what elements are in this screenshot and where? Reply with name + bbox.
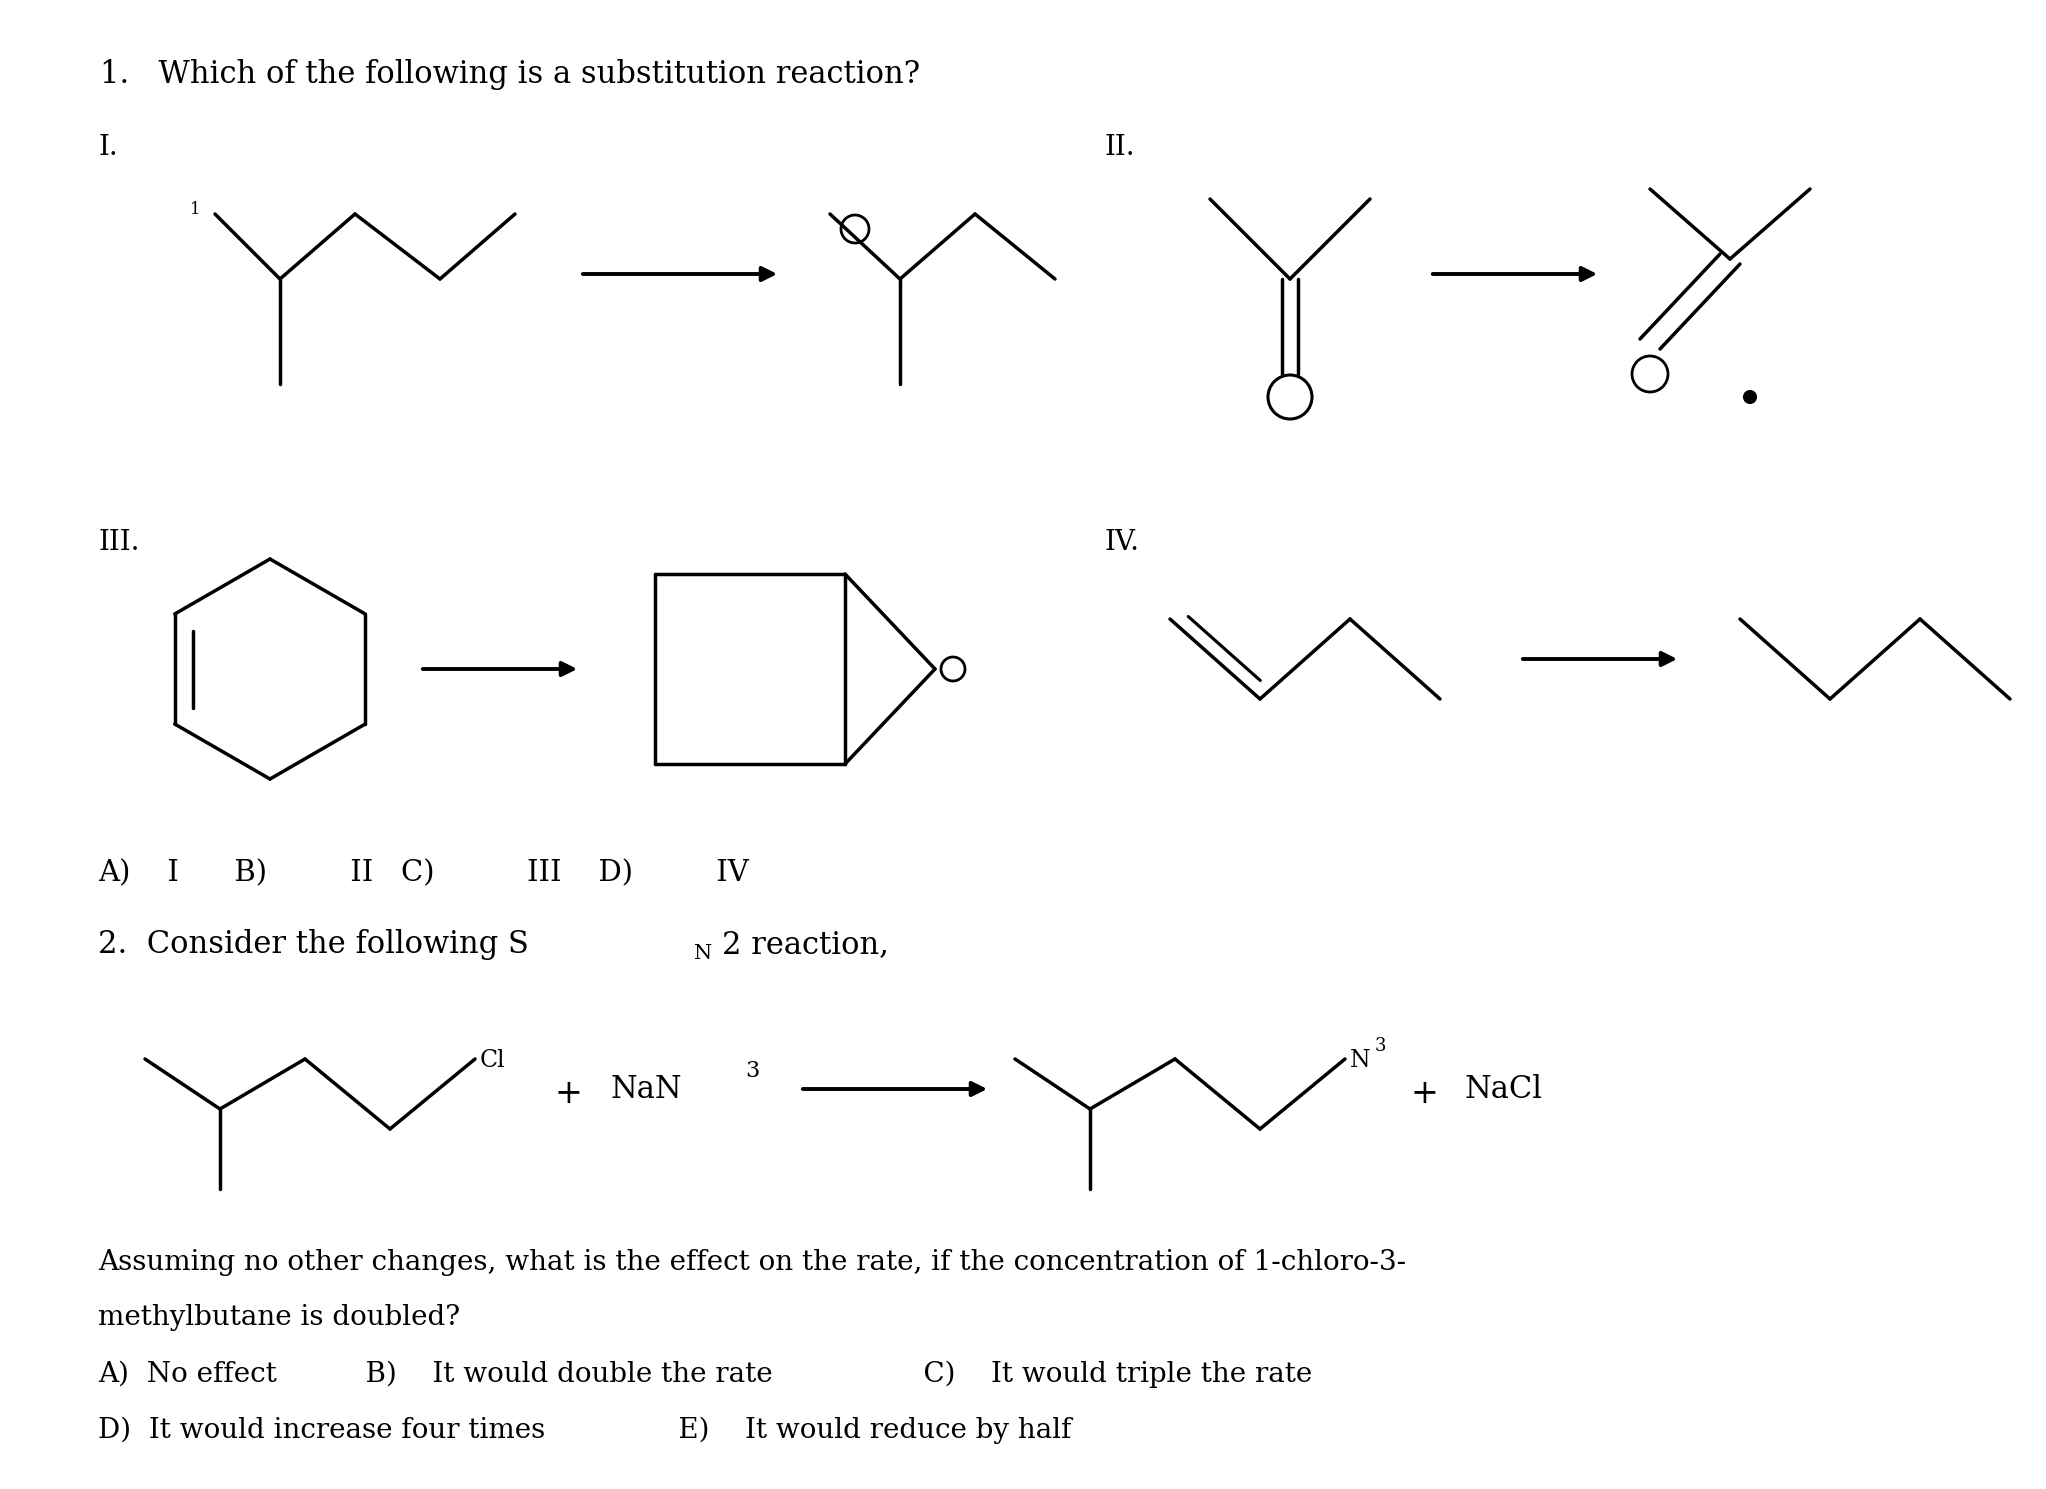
Text: 1.   Which of the following is a substitution reaction?: 1. Which of the following is a substitut… <box>100 60 921 89</box>
Text: +: + <box>554 1078 583 1109</box>
Text: 1: 1 <box>190 201 201 217</box>
Text: I.: I. <box>98 134 119 161</box>
Text: II.: II. <box>1105 134 1136 161</box>
Text: 3: 3 <box>1375 1036 1387 1056</box>
Text: 2.  Consider the following S: 2. Consider the following S <box>98 929 528 960</box>
Text: D)  It would increase four times               E)    It would reduce by half: D) It would increase four times E) It wo… <box>98 1418 1072 1444</box>
Text: NaN: NaN <box>610 1074 681 1105</box>
Text: NaCl: NaCl <box>1465 1074 1543 1105</box>
Text: methylbutane is doubled?: methylbutane is doubled? <box>98 1304 460 1331</box>
Text: Assuming no other changes, what is the effect on the rate, if the concentration : Assuming no other changes, what is the e… <box>98 1249 1406 1276</box>
Text: 2 reaction,: 2 reaction, <box>722 929 888 960</box>
Circle shape <box>1743 392 1755 404</box>
Text: A)  No effect          B)    It would double the rate                 C)    It w: A) No effect B) It would double the rate… <box>98 1361 1311 1388</box>
Text: III.: III. <box>98 529 139 555</box>
Text: 3: 3 <box>745 1060 759 1083</box>
Text: A)    I      B)         II   C)          III    D)         IV: A) I B) II C) III D) IV <box>98 859 749 887</box>
Text: N: N <box>1350 1048 1371 1072</box>
Text: Cl: Cl <box>481 1048 505 1072</box>
Text: +: + <box>1410 1078 1438 1109</box>
Text: N: N <box>694 944 712 963</box>
Text: IV.: IV. <box>1105 529 1140 555</box>
